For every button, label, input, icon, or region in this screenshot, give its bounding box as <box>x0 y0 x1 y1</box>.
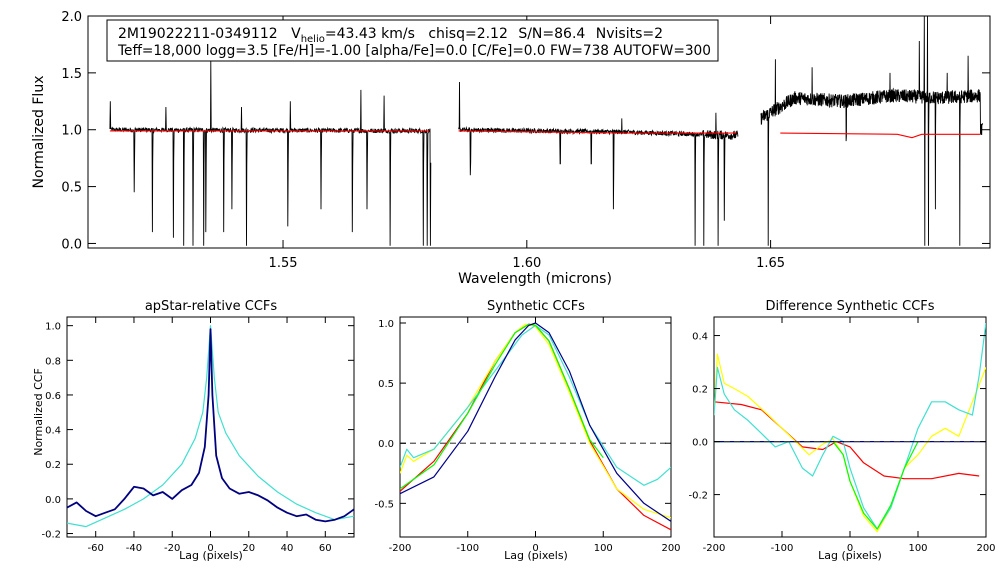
apstar-ytick-label: 0.4 <box>45 426 61 437</box>
apstar-ytick-label: 1.0 <box>45 322 61 333</box>
difference-xtick-label: 200 <box>976 543 995 554</box>
difference-title: Difference Synthetic CCFs <box>765 299 934 314</box>
difference-ytick-label: -0.2 <box>688 491 708 502</box>
difference-ytick-label: 0.2 <box>692 385 708 396</box>
difference-ytick-label: 0.0 <box>692 438 708 449</box>
synthetic-xtick-label: 200 <box>661 543 680 554</box>
spectrum-plot-area <box>109 16 984 246</box>
synthetic-xlabel: Lag (pixels) <box>504 549 568 562</box>
apstar-ylabel: Normalized CCF <box>32 368 45 456</box>
spectrum-ytick-label: 0.5 <box>61 181 82 196</box>
apstar-series-visit-ccf-turquoise <box>67 325 354 528</box>
spectrum-xlabel: Wavelength (microns) <box>458 271 612 287</box>
synthetic-axes: -200 -100 0 100 200 -0.5 0.0 0.5 1.0 <box>374 317 681 554</box>
spectrum-observed-chip-3 <box>760 16 984 246</box>
difference-xtick-label: 0 <box>847 543 853 554</box>
nvisits-value: Nvisits=2 <box>596 26 663 42</box>
difference-axes: -200 -100 0 100 200 -0.2 0.0 0.2 0.4 <box>688 317 996 554</box>
spectrum-panel: 1.55 1.60 1.65 0.0 0.5 1.0 1.5 2.0 Wavelength (… <box>31 10 991 287</box>
apstar-xtick-label: 0 <box>207 543 213 554</box>
difference-ccf-panel: Difference Synthetic CCFs -200 -100 0 100 20… <box>688 299 995 562</box>
difference-xtick-label: -100 <box>771 543 794 554</box>
apstar-ytick-label: 0.8 <box>45 356 61 367</box>
synthetic-ccf-panel: Synthetic CCFs -200 -100 0 100 200 -0.5 0.0 0.5… <box>374 299 680 562</box>
synthetic-title: Synthetic CCFs <box>487 299 585 314</box>
difference-xtick-label: -200 <box>703 543 726 554</box>
apstar-xtick-label: -40 <box>126 543 142 554</box>
difference-series-yellow <box>714 353 986 533</box>
apstar-ytick-label: 0.6 <box>45 391 61 402</box>
info-line-2: Teff=18,000 logg=3.5 [Fe/H]=-1.00 [alpha… <box>117 43 711 59</box>
spectrum-observed-chip-2 <box>458 81 739 246</box>
apstar-xtick-label: 20 <box>242 543 255 554</box>
spectrum-synthetic-segment-2 <box>458 130 737 134</box>
spectrum-xtick-label: 1.65 <box>756 256 785 271</box>
synthetic-series-turquoise <box>400 324 671 486</box>
spectrum-xtick-label: 1.55 <box>269 256 298 271</box>
apstar-xlabel: Lag (pixels) <box>179 549 243 562</box>
snr-value: S/N=86.4 <box>518 26 585 42</box>
difference-ytick-label: 0.4 <box>692 332 708 343</box>
info-box-frame <box>106 19 719 62</box>
synthetic-xtick-label: 100 <box>594 543 613 554</box>
apstar-xtick-label: -20 <box>164 543 180 554</box>
vhelio-label: V <box>291 26 301 42</box>
info-box: 2M19022211-0349112 Vhelio=43.43 km/s chi… <box>106 19 719 62</box>
apstar-title: apStar-relative CCFs <box>145 299 278 314</box>
spectrum-plot-frame <box>87 15 991 249</box>
apstar-xtick-label: 40 <box>281 543 294 554</box>
apstar-xtick-label: 60 <box>319 543 332 554</box>
difference-xtick-label: 100 <box>908 543 927 554</box>
apstar-series-visit-ccf-navy <box>67 328 354 523</box>
difference-series-green <box>714 441 919 530</box>
spectrum-xtick-label: 1.60 <box>512 256 541 271</box>
apstar-ytick-label: 0.0 <box>45 495 61 506</box>
spectrum-ytick-label: 0.0 <box>61 237 82 252</box>
synthetic-plot-area <box>400 322 671 531</box>
difference-series-red <box>714 401 980 480</box>
synthetic-series-yellow <box>400 323 671 519</box>
apstar-ytick-label: -0.2 <box>41 530 61 541</box>
chisq-value: chisq=2.12 <box>428 26 508 42</box>
vhelio-subscript: helio <box>301 34 325 45</box>
synthetic-ytick-label: -0.5 <box>374 499 394 510</box>
difference-series-turquoise <box>714 322 986 530</box>
spectrum-observed-chip-1 <box>109 61 432 246</box>
synthetic-xtick-label: 0 <box>532 543 538 554</box>
apstar-plot-area <box>67 325 354 528</box>
apstar-ccf-panel: apStar-relative CCFs -60 -40 -20 0 20 40 60 -0.… <box>32 299 355 562</box>
apstar-ytick-label: 0.2 <box>45 460 61 471</box>
spectrum-ytick-label: 2.0 <box>61 10 82 25</box>
apstar-axes: -60 -40 -20 0 20 40 60 -0.2 0.0 0.2 0.4 0.6 0.8 1.0 <box>41 317 354 554</box>
spectrum-ytick-label: 1.0 <box>61 124 82 139</box>
synthetic-xtick-label: -100 <box>456 543 479 554</box>
spectrum-synthetic-segment-3 <box>780 132 981 139</box>
synthetic-series-navy <box>400 322 671 522</box>
spectrum-ylabel: Normalized Flux <box>31 76 47 189</box>
synthetic-ytick-label: 1.0 <box>378 319 394 330</box>
synthetic-ytick-label: 0.0 <box>378 439 394 450</box>
synthetic-xtick-label: -200 <box>389 543 412 554</box>
synthetic-series-green <box>400 323 604 490</box>
star-id: 2M19022211-0349112 <box>118 26 278 42</box>
difference-plot-area <box>714 322 986 533</box>
vhelio-value: =43.43 km/s <box>325 26 415 42</box>
synthetic-ytick-label: 0.5 <box>378 379 394 390</box>
synthetic-plot-frame <box>399 316 672 538</box>
difference-xlabel: Lag (pixels) <box>818 549 882 562</box>
apstar-xtick-label: -60 <box>88 543 104 554</box>
info-line-1: 2M19022211-0349112 Vhelio=43.43 km/s chi… <box>118 26 663 45</box>
spectrum-ytick-label: 1.5 <box>61 67 82 82</box>
